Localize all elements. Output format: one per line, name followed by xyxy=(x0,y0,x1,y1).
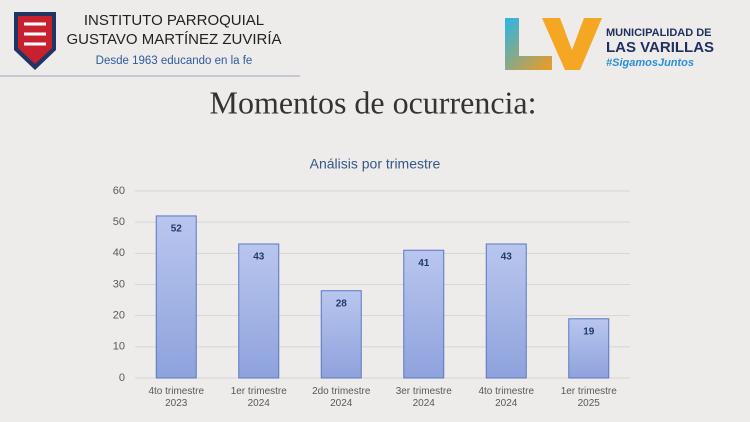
bar xyxy=(320,290,362,379)
municipality-name: LAS VARILLAS xyxy=(606,39,714,56)
x-tick-label: 1er trimestre 2024 xyxy=(230,386,287,409)
x-tick-label: 2do trimestre 2024 xyxy=(312,386,371,409)
value-label: 41 xyxy=(418,258,430,269)
school-motto: Desde 1963 educando en la fe xyxy=(96,55,253,67)
value-label: 28 xyxy=(336,298,348,309)
y-tick-label: 10 xyxy=(113,341,125,353)
value-label: 52 xyxy=(171,224,183,235)
bar xyxy=(403,249,445,379)
bar xyxy=(568,318,610,379)
y-tick-label: 20 xyxy=(113,310,125,322)
x-tick-label: 4to trimestre 2023 xyxy=(148,386,205,409)
school-logo xyxy=(14,12,56,70)
value-label: 43 xyxy=(501,252,513,263)
value-label: 19 xyxy=(583,326,595,337)
x-tick-label: 1er trimestre 2025 xyxy=(560,386,617,409)
y-tick-label: 50 xyxy=(113,216,125,228)
bar xyxy=(485,243,527,379)
municipality-name: MUNICIPALIDAD DE xyxy=(606,27,712,39)
bar xyxy=(155,215,197,379)
y-tick-label: 40 xyxy=(113,247,125,259)
x-tick-label: 3er trimestre 2024 xyxy=(395,386,452,409)
y-tick-label: 30 xyxy=(113,278,125,290)
bar xyxy=(238,243,280,379)
school-name: GUSTAVO MARTÍNEZ ZUVIRÍA xyxy=(66,31,281,48)
y-tick-label: 60 xyxy=(113,185,125,197)
municipality-logo xyxy=(505,18,602,70)
x-tick-label: 4to trimestre 2024 xyxy=(478,386,535,409)
slide-title: Momentos de ocurrencia: xyxy=(210,84,537,120)
school-name: INSTITUTO PARROQUIAL xyxy=(84,12,264,29)
value-label: 43 xyxy=(253,252,265,263)
chart-title: Análisis por trimestre xyxy=(310,156,441,172)
y-tick-label: 0 xyxy=(119,372,125,384)
municipality-tag: #SigamosJuntos xyxy=(606,57,694,69)
